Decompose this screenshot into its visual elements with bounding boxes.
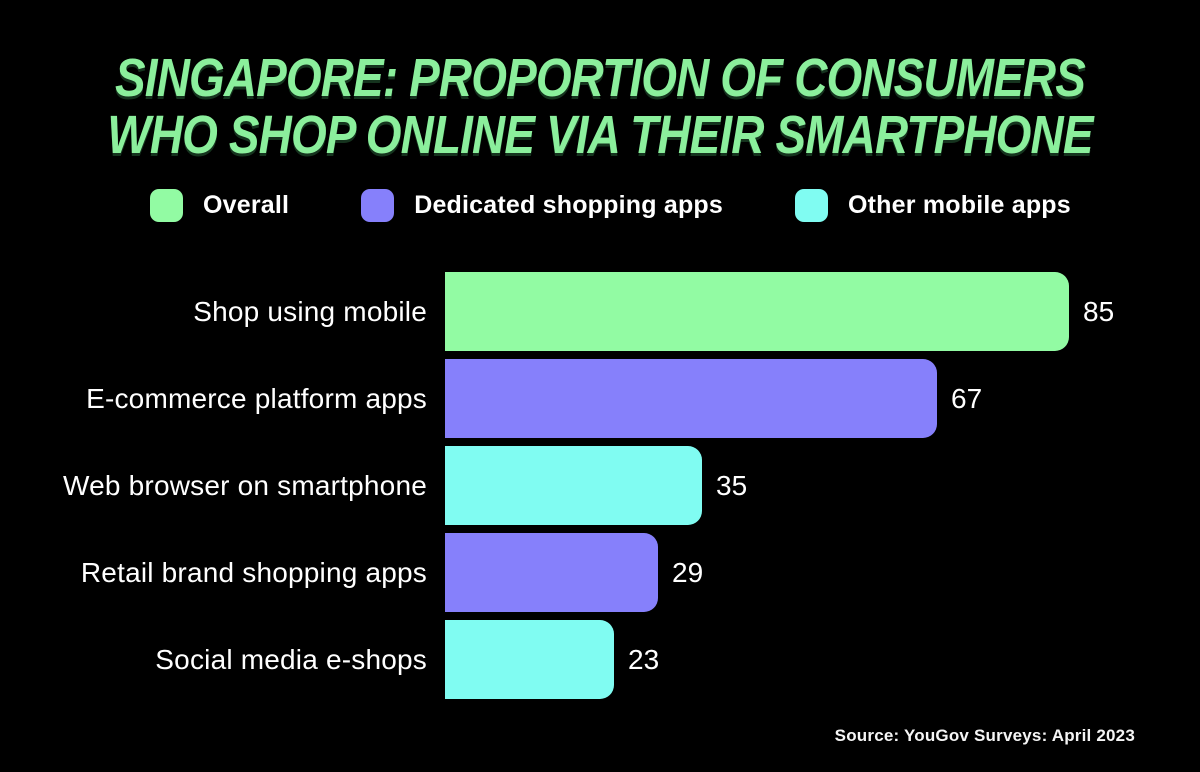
category-label: Web browser on smartphone — [63, 469, 427, 501]
value-label: 67 — [951, 382, 983, 414]
legend-swatch-icon — [150, 189, 183, 222]
bar — [445, 620, 614, 699]
value-label: 35 — [716, 469, 748, 501]
category-label: Retail brand shopping apps — [80, 556, 427, 588]
legend-swatch-icon — [361, 189, 395, 222]
bar-row: E-commerce platform apps 67 — [60, 359, 1135, 438]
legend-item: Overall — [150, 189, 289, 222]
bar-row: Social media e-shops 23 — [60, 620, 1135, 699]
bar-row: Shop using mobile 85 — [60, 272, 1135, 351]
chart-title: SINGAPORE: PROPORTION OF CONSUMERS WHO S… — [90, 50, 1110, 164]
chart-title-line1: SINGAPORE: PROPORTION OF CONSUMERS — [115, 48, 1086, 108]
category-label: Social media e-shops — [155, 643, 427, 675]
value-label: 23 — [628, 643, 660, 675]
legend-item-label: Dedicated shopping apps — [414, 191, 723, 219]
category-label: Shop using mobile — [193, 295, 427, 327]
legend-swatch-icon — [795, 189, 828, 222]
legend-item: Dedicated shopping apps — [361, 189, 723, 222]
bar — [445, 272, 1069, 351]
bar-chart: Shop using mobile 85 E-commerce platform… — [60, 272, 1135, 699]
bar — [445, 533, 658, 612]
legend-item-label: Overall — [203, 191, 290, 219]
legend-item-label: Other mobile apps — [848, 191, 1071, 219]
legend-item: Other mobile apps — [795, 189, 1071, 222]
bar — [445, 446, 702, 525]
value-label: 29 — [672, 556, 704, 588]
category-label: E-commerce platform apps — [86, 382, 427, 414]
source-attribution: Source: YouGov Surveys: April 2023 — [834, 726, 1135, 745]
bar — [445, 359, 937, 438]
bar-row: Retail brand shopping apps 29 — [60, 533, 1135, 612]
value-label: 85 — [1083, 295, 1115, 327]
legend: Overall Dedicated shopping apps Other mo… — [150, 189, 1071, 222]
chart-title-line2: WHO SHOP ONLINE VIA THEIR SMARTPHONE — [107, 105, 1093, 165]
bar-row: Web browser on smartphone 35 — [60, 446, 1135, 525]
